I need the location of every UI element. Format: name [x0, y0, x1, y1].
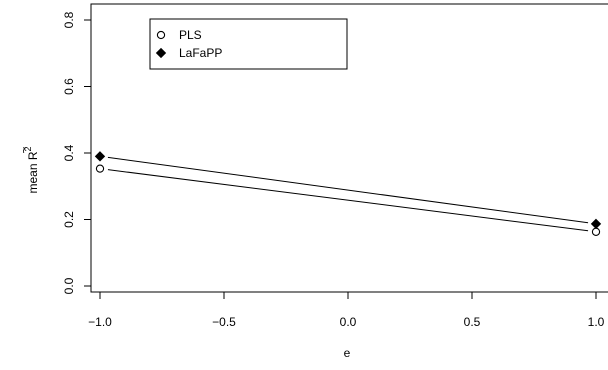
y-tick-label: 0.2 [62, 211, 76, 228]
point-filled-diamond [94, 151, 106, 162]
point-filled-diamond [155, 47, 167, 59]
x-tick-label: 0.5 [464, 315, 481, 329]
legend-box [149, 18, 348, 70]
x-axis-label: e [344, 346, 351, 360]
y-axis-label-tilde: ~ [17, 146, 31, 153]
y-tick-label: 0.8 [62, 11, 76, 28]
series-line-segment [107, 156, 589, 224]
point-open-circle [95, 164, 105, 173]
y-axis-label-symbol: R [26, 151, 40, 160]
y-tick-label: 0.6 [62, 78, 76, 95]
y-tick-label: 0.4 [62, 144, 76, 161]
series-line-segment [107, 169, 589, 232]
x-tick-label: 1.0 [588, 315, 605, 329]
point-filled-diamond [590, 218, 602, 229]
y-axis-label-superscript: 2 [23, 146, 33, 151]
x-axis: −1.0 −0.5 0.0 0.5 1.0 [88, 291, 605, 329]
point-open-circle [591, 227, 601, 236]
legend-label-pls: PLS [179, 28, 202, 42]
y-axis: 0.0 0.2 0.4 0.6 0.8 [62, 11, 92, 294]
x-tick-label: −1.0 [88, 315, 112, 329]
x-tick-label: 0.0 [340, 315, 357, 329]
series-pls [95, 164, 601, 236]
series-group [94, 151, 602, 236]
y-axis-label-prefix: mean [26, 160, 40, 193]
point-open-circle [156, 30, 166, 40]
legend: PLS LaFaPP [149, 18, 348, 70]
x-tick-label: −0.5 [212, 315, 236, 329]
y-tick-label: 0.0 [62, 277, 76, 294]
legend-label-lafapp: LaFaPP [179, 46, 222, 60]
series-lafapp [94, 151, 602, 229]
svg-text:mean R2: mean R2 [23, 146, 40, 193]
y-axis-label: mean R2 ~ [17, 146, 40, 193]
